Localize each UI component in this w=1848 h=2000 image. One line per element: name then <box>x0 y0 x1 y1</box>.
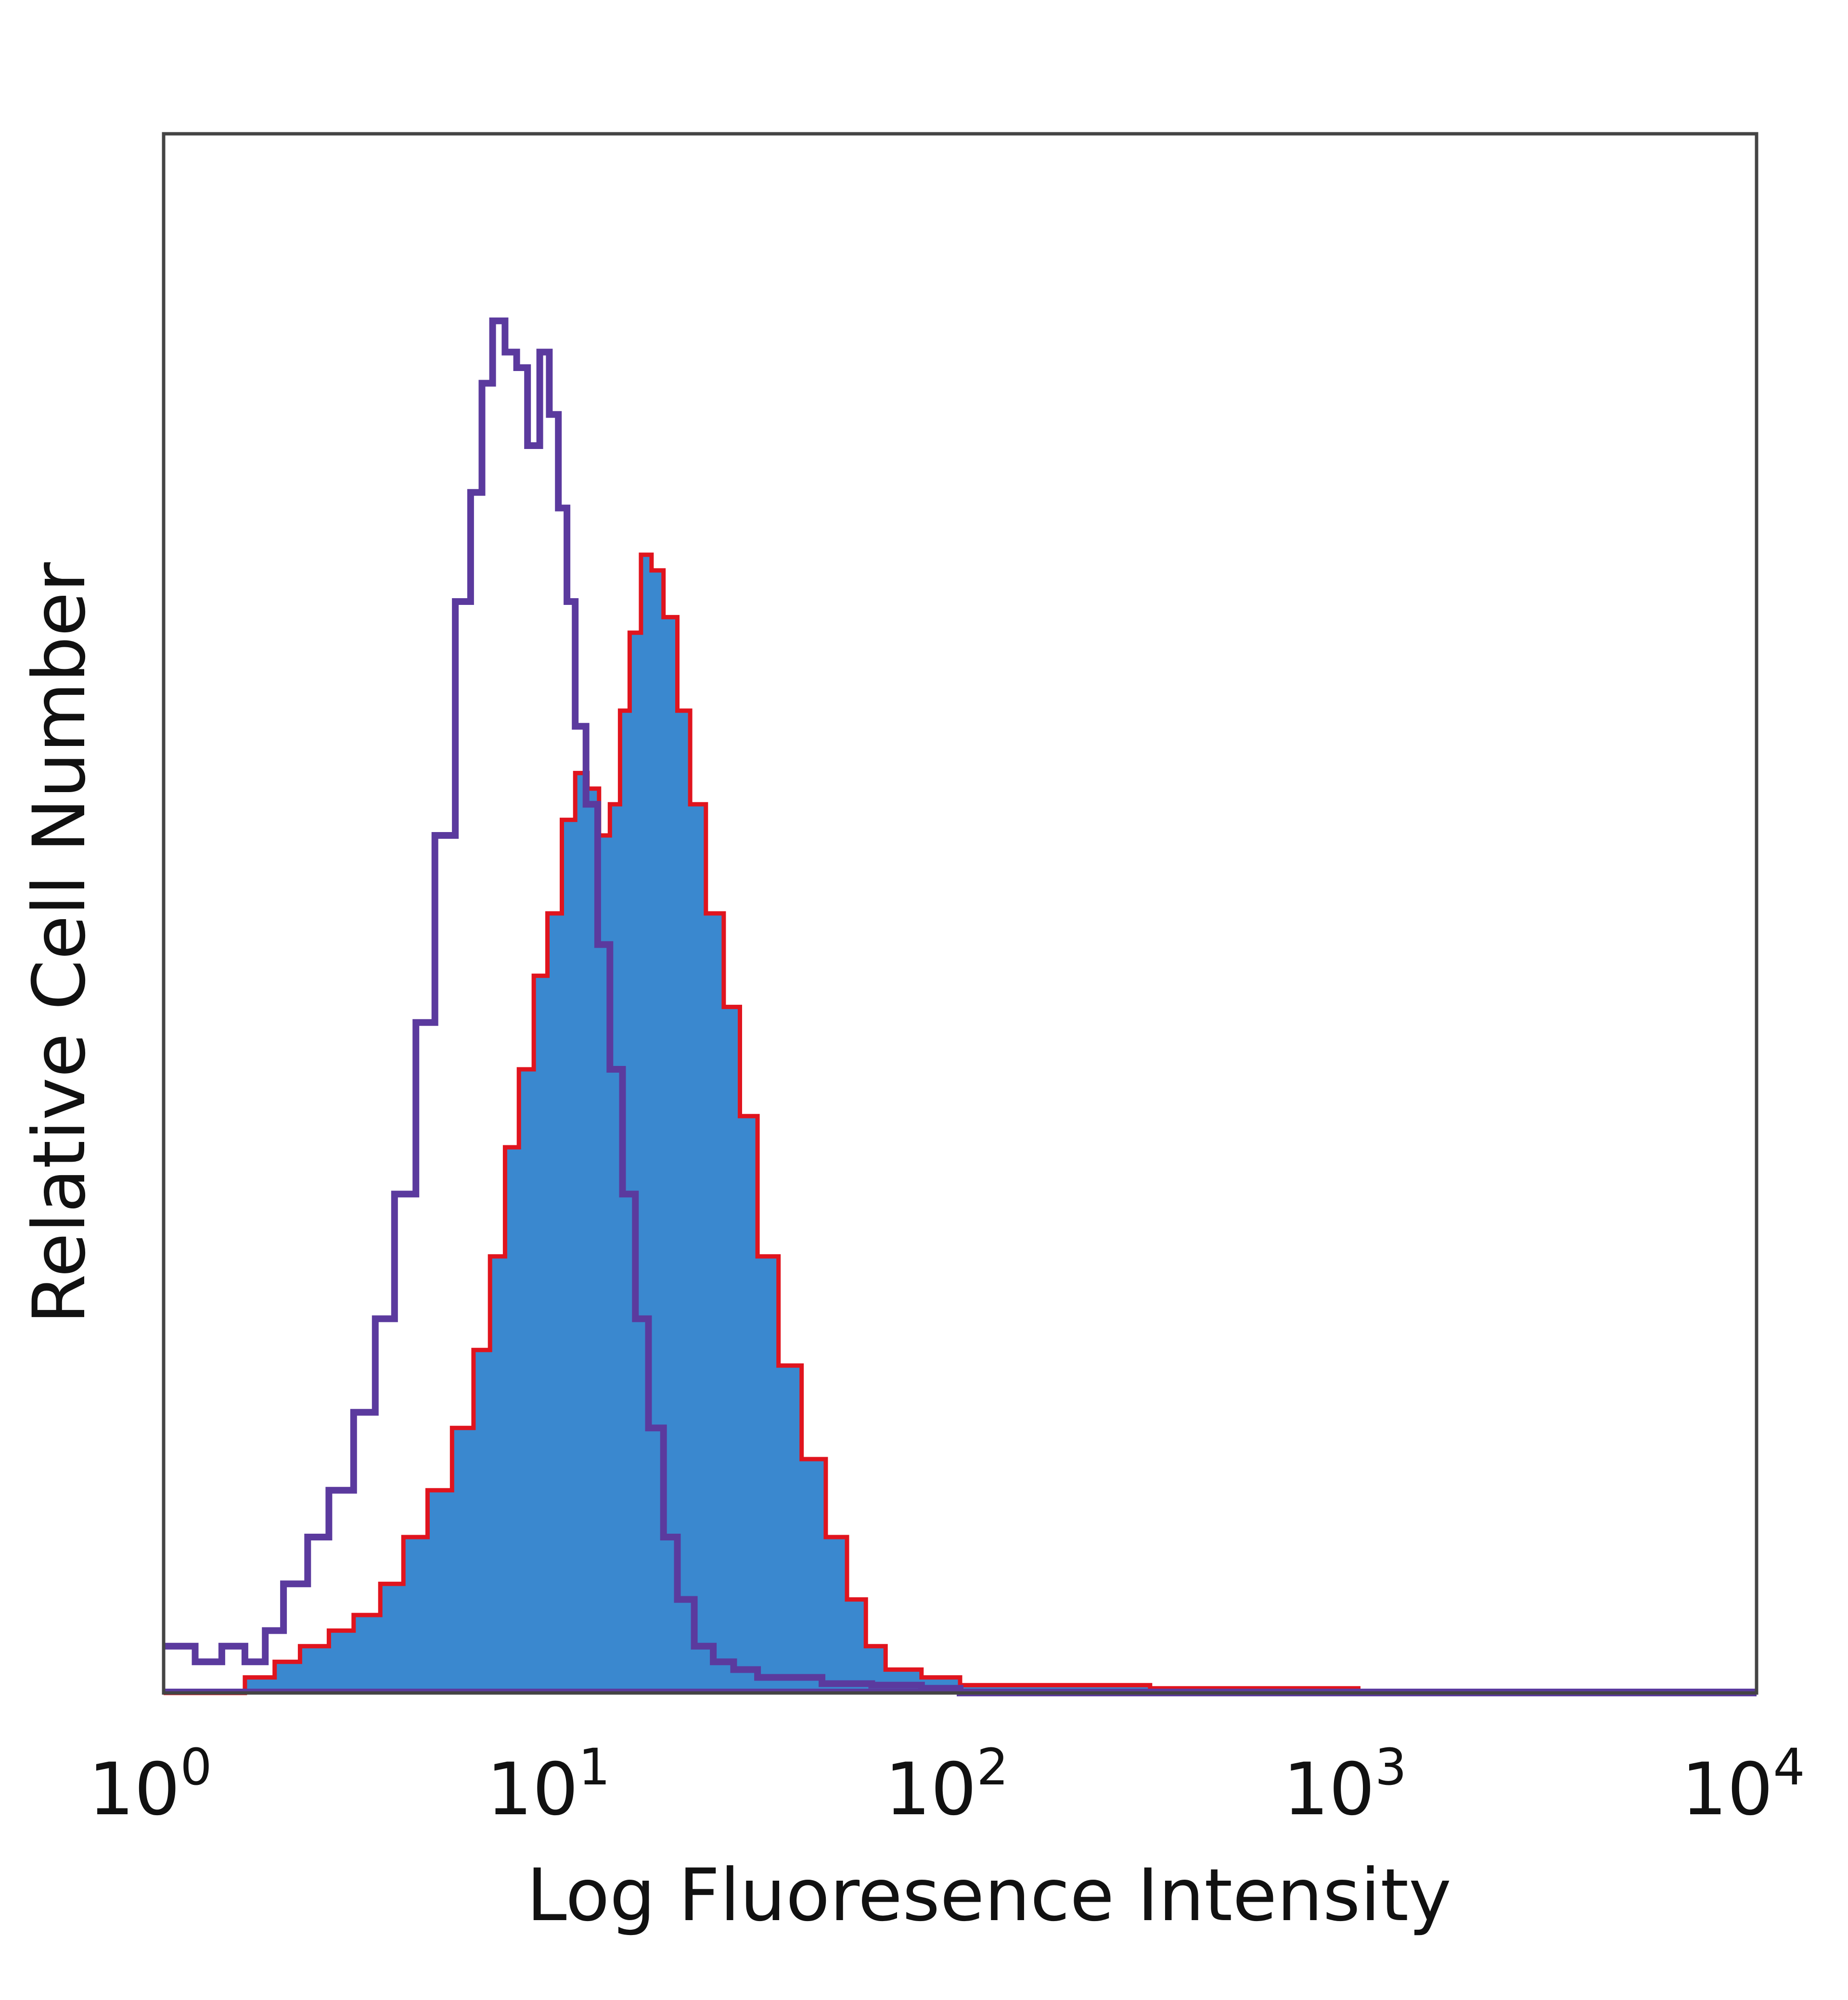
x-tick-label: 103 <box>1283 1738 1407 1832</box>
x-tick-label: 101 <box>487 1738 610 1832</box>
x-axis-label: Log Fluoresence Intensity <box>526 1854 1451 1937</box>
x-tick-labels: 100 101 102 103 104 <box>88 1738 1805 1832</box>
plot-frame <box>162 132 1758 1695</box>
series-layer <box>164 317 1757 1696</box>
x-tick-label: 102 <box>885 1738 1008 1832</box>
x-tick-label: 104 <box>1681 1738 1805 1832</box>
series-0-edge-line <box>164 552 1757 1695</box>
y-axis-label: Relative Cell Number <box>18 562 102 1324</box>
x-tick-label: 100 <box>88 1738 212 1832</box>
series-1-outline <box>164 317 1757 1696</box>
